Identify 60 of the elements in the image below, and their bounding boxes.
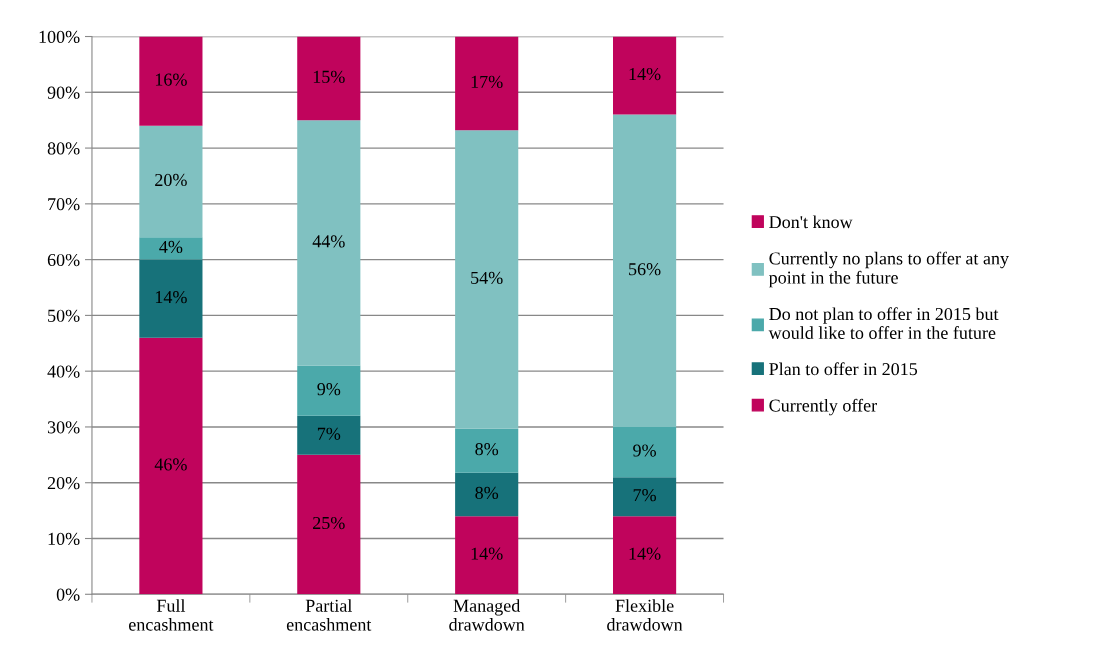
bar — [139, 237, 203, 260]
data-label: 4% — [159, 240, 183, 254]
legend-label: Currently no plans to offer at any point in the future — [768, 251, 1009, 288]
data-label: 14% — [629, 67, 661, 81]
data-label: 8% — [475, 442, 499, 456]
legend-label: Don't know — [769, 215, 853, 229]
bar — [455, 516, 519, 595]
bar — [139, 125, 203, 238]
data-label: 7% — [633, 489, 656, 502]
y-tick-label: 30% — [47, 421, 80, 434]
bar — [297, 36, 361, 121]
data-label: 9% — [317, 383, 341, 396]
data-label: 20% — [155, 173, 187, 187]
y-tick-label: 70% — [48, 198, 80, 211]
bar — [455, 472, 519, 517]
bar — [613, 477, 677, 517]
legend-label: Do not plan to offer in 2015 but would like to offer in the future — [768, 307, 999, 339]
bar — [455, 428, 519, 473]
data-label: 14% — [629, 547, 661, 560]
x-tick-label: Full encashment — [129, 599, 214, 631]
bar — [297, 120, 361, 366]
bar — [455, 36, 519, 131]
y-tick-label: 90% — [47, 86, 80, 99]
data-label: 9% — [633, 444, 656, 457]
data-label: 56% — [629, 263, 661, 276]
bar — [297, 415, 361, 455]
bar — [139, 337, 203, 595]
data-label: 8% — [475, 486, 499, 500]
data-label: 54% — [471, 271, 503, 284]
y-tick-label: 60% — [47, 253, 80, 267]
y-tick-label: 80% — [47, 142, 80, 155]
data-label: 14% — [471, 547, 503, 560]
x-tick-label: Managed drawdown — [449, 599, 525, 631]
bar — [455, 130, 519, 429]
data-label: 15% — [313, 70, 345, 83]
bar — [613, 516, 677, 595]
y-tick-label: 50% — [48, 309, 80, 322]
bar — [613, 426, 677, 478]
data-label: 25% — [313, 516, 345, 530]
y-tick-label: 40% — [47, 365, 80, 378]
y-tick-label: 100% — [39, 30, 80, 44]
data-label: 46% — [154, 458, 187, 471]
data-label: 14% — [155, 291, 187, 304]
data-label: 44% — [312, 235, 345, 248]
y-tick-label: 20% — [47, 476, 80, 490]
data-label: 16% — [155, 73, 187, 86]
data-label: 17% — [471, 75, 503, 88]
bar — [613, 114, 677, 427]
bar — [613, 36, 677, 115]
y-tick-label: 10% — [48, 532, 80, 546]
data-label: 7% — [317, 427, 341, 440]
y-tick-label: 0% — [56, 588, 80, 601]
x-tick-label: Flexible drawdown — [607, 599, 683, 631]
bar — [297, 454, 361, 595]
bar — [139, 36, 203, 126]
bar — [139, 259, 203, 338]
legend-label: Plan to offer in 2015 — [769, 362, 918, 376]
bar — [297, 365, 361, 416]
legend-label: Currently offer — [769, 398, 877, 416]
x-tick-label: Partial encashment — [286, 599, 372, 631]
